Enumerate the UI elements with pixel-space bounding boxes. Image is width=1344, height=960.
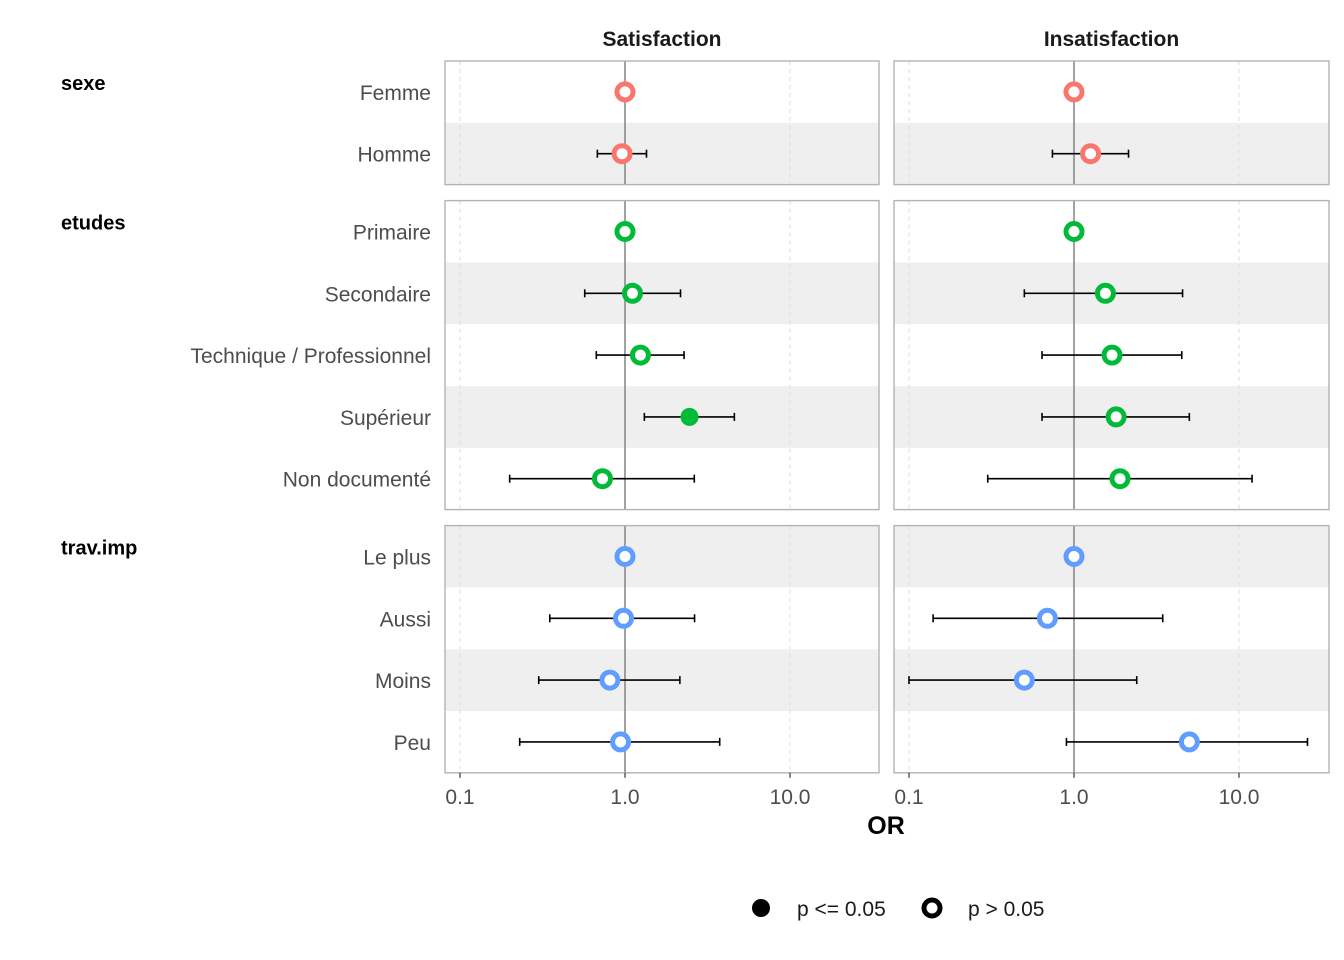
facet-title: Insatisfaction	[1044, 28, 1179, 51]
panel-frame	[444, 60, 880, 186]
level-label: Aussi	[380, 608, 431, 631]
estimate-point	[1036, 607, 1058, 629]
group-label: trav.imp	[61, 538, 137, 560]
estimate-point	[591, 468, 613, 490]
legend-marker-filled	[752, 899, 770, 917]
x-tick-label: 1.0	[1059, 786, 1088, 809]
estimate-point	[614, 221, 636, 242]
estimate-point	[1063, 81, 1085, 103]
estimate-point	[1063, 546, 1085, 567]
estimate-point	[1013, 669, 1035, 691]
level-label: Homme	[357, 144, 431, 167]
level-label: Peu	[394, 732, 431, 755]
level-label: Technique / Professionnel	[191, 345, 432, 368]
estimate-point	[1094, 282, 1116, 304]
x-tick-label: 0.1	[894, 786, 923, 809]
facet-title: Satisfaction	[602, 28, 721, 51]
estimate-point	[1080, 143, 1102, 165]
estimate-point	[629, 344, 651, 366]
estimate-point	[599, 669, 621, 691]
panel-frame	[893, 524, 1330, 774]
estimate-point	[1101, 344, 1123, 366]
row-band	[894, 525, 1329, 588]
row-bands	[445, 122, 1329, 711]
panel-frames	[444, 60, 1330, 774]
row-band	[445, 122, 879, 185]
level-label: Primaire	[353, 222, 431, 245]
estimate-point	[610, 731, 632, 753]
x-tick-label: 0.1	[445, 786, 474, 809]
estimate-point	[1105, 406, 1127, 428]
labels: Satisfaction Insatisfaction sexe Femme Homme…	[61, 28, 1259, 809]
estimate-point	[613, 607, 635, 629]
legend-marker-hollow	[921, 897, 943, 919]
estimate-point	[614, 546, 636, 567]
x-tick-label: 10.0	[1219, 786, 1260, 809]
level-label: Le plus	[363, 547, 431, 570]
x-tick-label: 1.0	[610, 786, 639, 809]
level-label: Secondaire	[325, 283, 431, 306]
legend: p <= 0.05 p > 0.05	[752, 897, 1044, 921]
x-axis-title: OR	[867, 812, 905, 840]
panel-frame	[444, 199, 880, 511]
estimate-point	[1178, 731, 1200, 753]
panel-frame	[893, 60, 1330, 186]
x-tick-label: 10.0	[770, 786, 811, 809]
panel-frame	[893, 199, 1330, 511]
level-label: Supérieur	[340, 407, 431, 430]
estimate-point	[1109, 468, 1131, 490]
estimate-point	[621, 282, 643, 304]
legend-label: p > 0.05	[968, 898, 1044, 921]
estimate-point	[680, 407, 699, 426]
level-label: Moins	[375, 670, 431, 693]
level-label: Femme	[360, 82, 431, 105]
level-label: Non documenté	[283, 469, 431, 492]
group-label: etudes	[61, 213, 125, 235]
estimate-point	[611, 143, 633, 165]
panel-frame	[444, 524, 880, 774]
legend-label: p <= 0.05	[797, 898, 886, 921]
data-marks	[508, 81, 1309, 753]
group-label: sexe	[61, 73, 106, 95]
estimate-point	[1063, 221, 1085, 242]
row-band	[445, 525, 879, 588]
estimate-point	[614, 81, 636, 103]
